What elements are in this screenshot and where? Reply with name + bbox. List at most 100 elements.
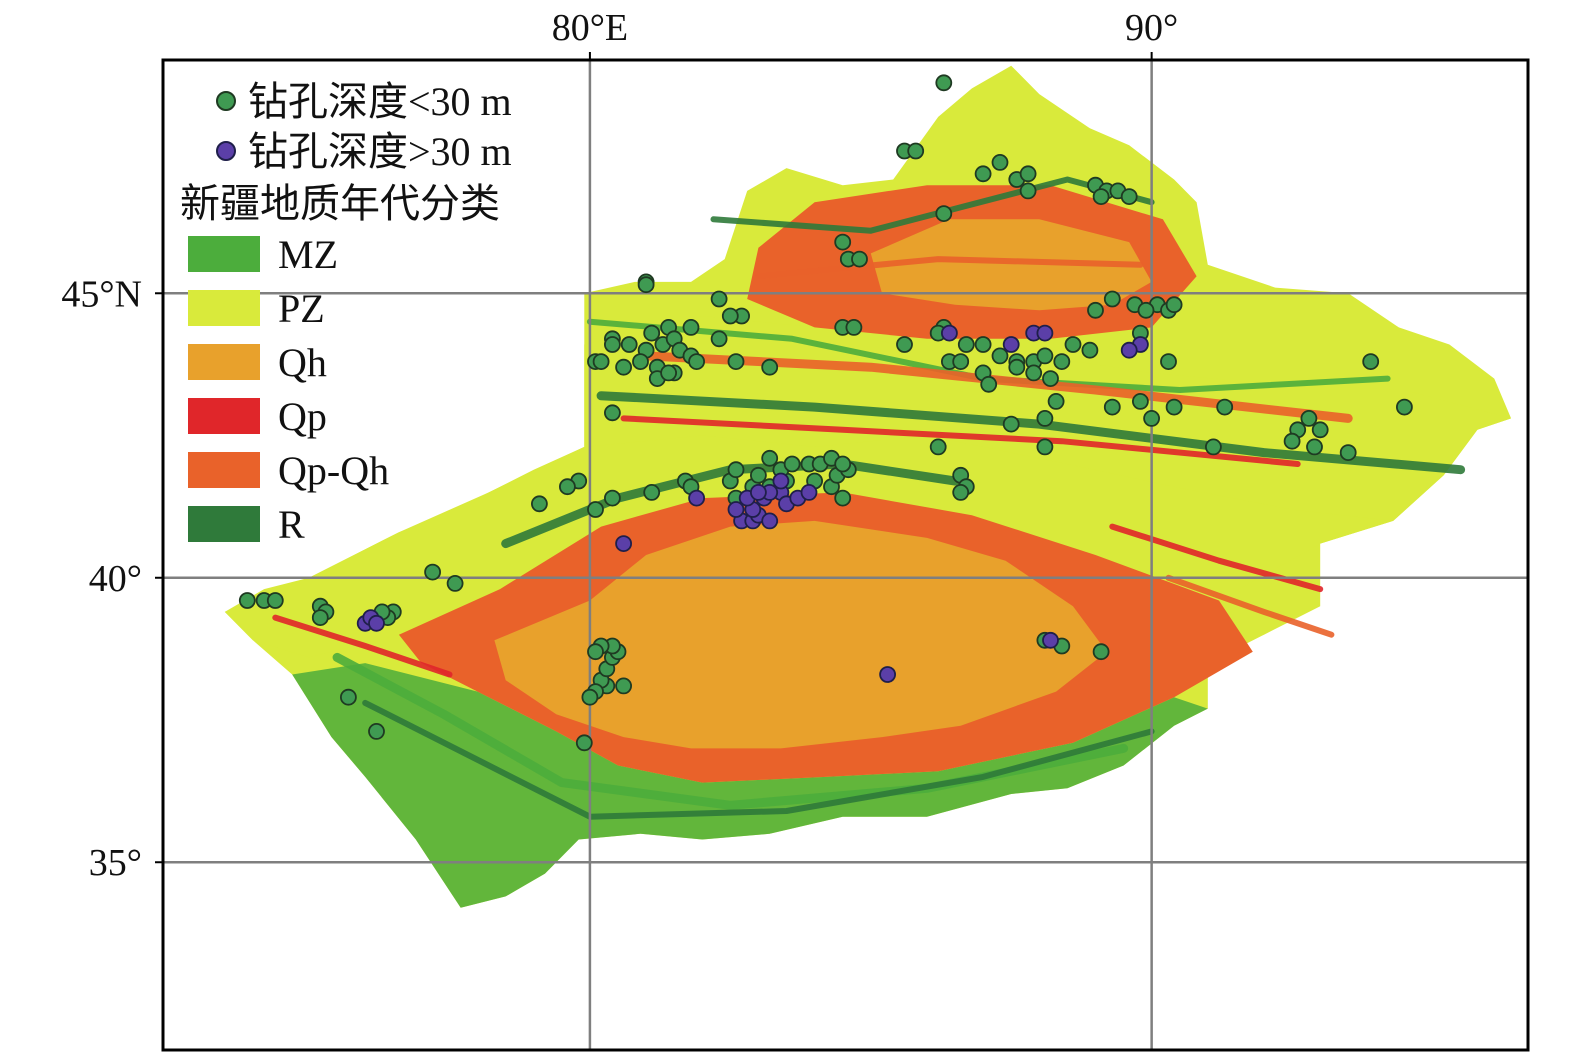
borehole-deep-point: [1036, 324, 1054, 342]
borehole-shallow-point: [1103, 290, 1121, 308]
borehole-shallow-point: [1087, 301, 1104, 319]
legend-swatch-r: [188, 506, 260, 542]
borehole-shallow-point: [559, 478, 576, 496]
borehole-shallow-point: [660, 364, 677, 382]
borehole-shallow-point: [531, 495, 548, 513]
borehole-shallow-point: [845, 318, 863, 336]
borehole-shallow-point: [311, 609, 329, 626]
borehole-shallow-point: [727, 461, 745, 479]
borehole-shallow-point: [721, 307, 739, 325]
borehole-deep-point: [800, 483, 818, 501]
borehole-shallow-point: [710, 290, 728, 308]
legend-swatch-pz: [188, 290, 260, 326]
borehole-shallow-point: [1002, 415, 1020, 433]
borehole-shallow-point: [1396, 398, 1413, 416]
lat-tick-label: 45°N: [61, 273, 142, 315]
belt-streak-qp: [272, 614, 453, 678]
borehole-shallow-point: [974, 336, 992, 353]
legend-swatch-qh: [188, 344, 260, 380]
borehole-shallow-point: [1283, 432, 1301, 450]
region-tarim-belt-pz: [224, 435, 1394, 658]
borehole-shallow-point: [592, 353, 610, 371]
legend-deep-marker: [216, 141, 236, 161]
borehole-shallow-point: [1339, 444, 1357, 462]
borehole-shallow-point: [1092, 643, 1110, 661]
borehole-shallow-point: [637, 276, 655, 294]
borehole-deep-point: [688, 489, 705, 507]
borehole-shallow-point: [1036, 347, 1054, 365]
region-kunlun-mz: [292, 663, 1208, 908]
borehole-shallow-point: [907, 142, 925, 160]
legend-label-pz: PZ: [278, 286, 325, 331]
borehole-shallow-point: [587, 643, 604, 661]
axis-tick-labels: 80°E 90° 45°N 40° 35°: [61, 7, 1178, 884]
borehole-shallow-point: [952, 483, 970, 501]
borehole-shallow-point: [587, 501, 604, 518]
borehole-shallow-point: [991, 153, 1009, 171]
borehole-shallow-point: [1132, 392, 1149, 410]
belt-streak-qp: [1109, 523, 1324, 593]
borehole-shallow-point: [1036, 438, 1054, 456]
borehole-deep-point: [368, 614, 385, 632]
borehole-deep-point: [615, 535, 632, 552]
borehole-shallow-point: [1362, 353, 1380, 371]
borehole-shallow-point: [446, 575, 464, 592]
borehole-shallow-point: [682, 318, 700, 336]
borehole-shallow-point: [1019, 165, 1037, 183]
legend-shallow-marker: [216, 91, 236, 111]
borehole-shallow-point: [1120, 188, 1138, 206]
borehole-shallow-point: [604, 336, 621, 353]
borehole-shallow-point: [957, 336, 975, 353]
borehole-shallow-point: [710, 330, 728, 348]
belt-streak-qp-qh: [1165, 574, 1335, 638]
belt-streak-qp-qh: [755, 256, 1144, 280]
borehole-shallow-point: [604, 489, 621, 507]
borehole-shallow-point: [1025, 364, 1043, 382]
borehole-shallow-point: [688, 353, 705, 371]
borehole-deep-point: [1002, 336, 1020, 353]
lon-tick-label: 90°: [1125, 7, 1178, 49]
borehole-shallow-point: [632, 353, 649, 371]
borehole-shallow-point: [761, 358, 779, 376]
borehole-shallow-point: [615, 358, 632, 376]
borehole-deep-point: [750, 483, 767, 501]
map-frame-group: [163, 60, 1528, 1050]
legend-title: 新疆地质年代分类: [180, 181, 500, 226]
borehole-shallow-point: [834, 455, 852, 473]
borehole-shallow-point: [339, 688, 357, 706]
borehole-shallow-point: [1306, 438, 1323, 456]
borehole-deep-point: [941, 324, 958, 342]
borehole-shallow-point: [750, 466, 767, 484]
borehole-deep-point: [772, 472, 790, 490]
borehole-shallow-point: [368, 723, 385, 740]
borehole-shallow-point: [1143, 409, 1160, 427]
legend-label-qp: Qp: [278, 394, 327, 439]
borehole-deep-point: [1042, 631, 1059, 649]
borehole-shallow-point: [980, 375, 998, 393]
legend-shallow-label: 钻孔深度<30 m: [248, 79, 512, 124]
borehole-shallow-point: [1064, 336, 1082, 353]
legend-swatch-mz: [188, 236, 260, 272]
borehole-shallow-point: [727, 353, 745, 371]
lon-tick-label: 80°E: [552, 7, 628, 49]
lat-tick-label: 40°: [89, 558, 142, 600]
borehole-shallow-point: [929, 438, 947, 456]
borehole-shallow-point: [1311, 421, 1329, 439]
belt-streak-r: [362, 699, 1155, 820]
graticule: [163, 60, 1528, 1050]
legend-label-qp-qh: Qp-Qh: [278, 448, 389, 493]
borehole-shallow-point: [1042, 370, 1059, 388]
borehole-deep-point: [761, 512, 779, 530]
borehole-shallow-point: [643, 483, 661, 501]
borehole-shallow-point: [783, 455, 801, 473]
legend-deep-label: 钻孔深度>30 m: [248, 129, 512, 174]
borehole-shallow-point: [1137, 301, 1155, 319]
borehole-shallow-point: [1092, 188, 1110, 206]
borehole-shallow-point: [1216, 398, 1234, 416]
borehole-shallow-point: [1053, 353, 1071, 371]
legend-label-r: R: [278, 502, 305, 547]
borehole-shallow-point: [238, 592, 256, 609]
borehole-shallow-point: [761, 449, 779, 467]
legend: 钻孔深度<30 m 钻孔深度>30 m 新疆地质年代分类 MZ PZ Qh Qp…: [180, 79, 512, 547]
